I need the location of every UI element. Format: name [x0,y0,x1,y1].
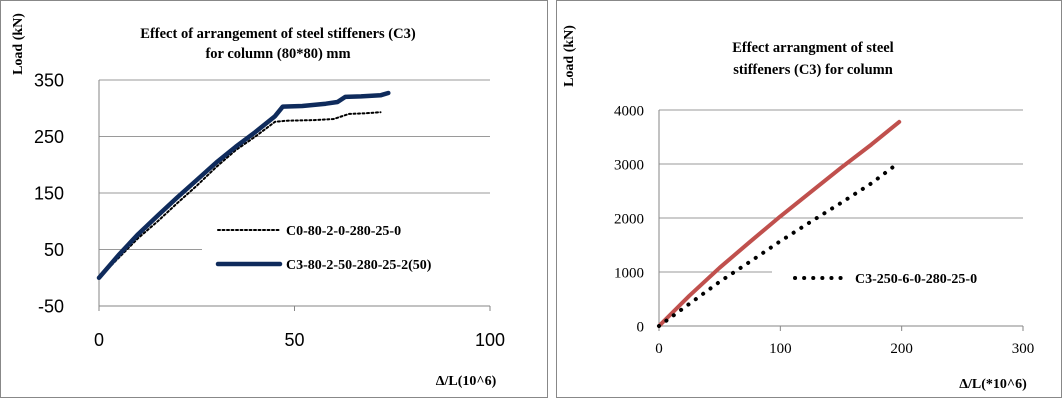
chart-left-series-line-1 [98,111,382,279]
chart-left-legend-label-1: C0-80-2-0-280-25-0 [286,224,401,239]
chart-left-y-tick-label: 250 [34,127,64,147]
chart-right-x-tick-label: 100 [769,341,792,357]
chart-left-ylabel: Load (kN) [11,13,26,75]
chart-left-y-tick-label: -50 [38,296,64,316]
chart-right-title-line-2: stiffeners (C3) for column [733,62,893,78]
chart-left-legend-label-2: C3-80-2-50-280-25-2(50) [286,258,432,273]
chart-left-border [0,0,548,398]
chart-left-x-tick-label: 50 [284,330,304,350]
chart-left-title-line-2: for column (80*80) mm [205,46,350,62]
chart-right-xlabel: Δ/L(*10^6) [959,377,1027,392]
chart-right: 0 1000 2000 3000 4000 0 100 200 300 C3-250-6-0-2… [556,0,1062,398]
chart-left-panel: -50 50 150 250 350 0 50 100 C0-80-2-0-280-25-0 C… [0,0,548,398]
chart-right-y-tick-label: 0 [637,319,645,335]
chart-right-border [556,0,1062,398]
chart-right-x-tick-label: 200 [890,341,913,357]
chart-left-y-tick-label: 50 [44,240,64,260]
chart-right-y-tick-label: 4000 [614,103,644,119]
chart-right-y-tick-label: 1000 [614,265,644,281]
chart-right-series-line-1 [657,119,902,328]
chart-left-xlabel: Δ/L(10^6) [436,374,497,389]
chart-right-legend-label-2: C3-250-6-0-280-25-0 [855,272,977,287]
chart-right-x-tick-label: 0 [655,341,663,357]
chart-right-ylabel: Load (kN) [562,25,577,87]
chart-right-series-line-2 [657,160,902,328]
chart-left-x-tick-label: 100 [475,330,505,350]
chart-right-y-tick-label: 3000 [614,157,644,173]
chart-left-x-tick-label: 0 [94,330,104,350]
chart-left-y-tick-label: 350 [34,70,64,90]
chart-right-y-tick-label: 2000 [614,211,644,227]
chart-right-x-tick-label: 300 [1012,341,1035,357]
chart-left: -50 50 150 250 350 0 50 100 C0-80-2-0-280-25-0 C… [0,0,548,398]
chart-right-panel: 0 1000 2000 3000 4000 0 100 200 300 C3-250-6-0-2… [556,0,1062,398]
chart-left-y-tick-label: 150 [34,183,64,203]
chart-left-series-line-2 [96,90,391,281]
chart-left-title-line-1: Effect of arrangement of steel stiffener… [140,26,416,42]
chart-right-title-line-1: Effect arrangment of steel [732,40,893,56]
